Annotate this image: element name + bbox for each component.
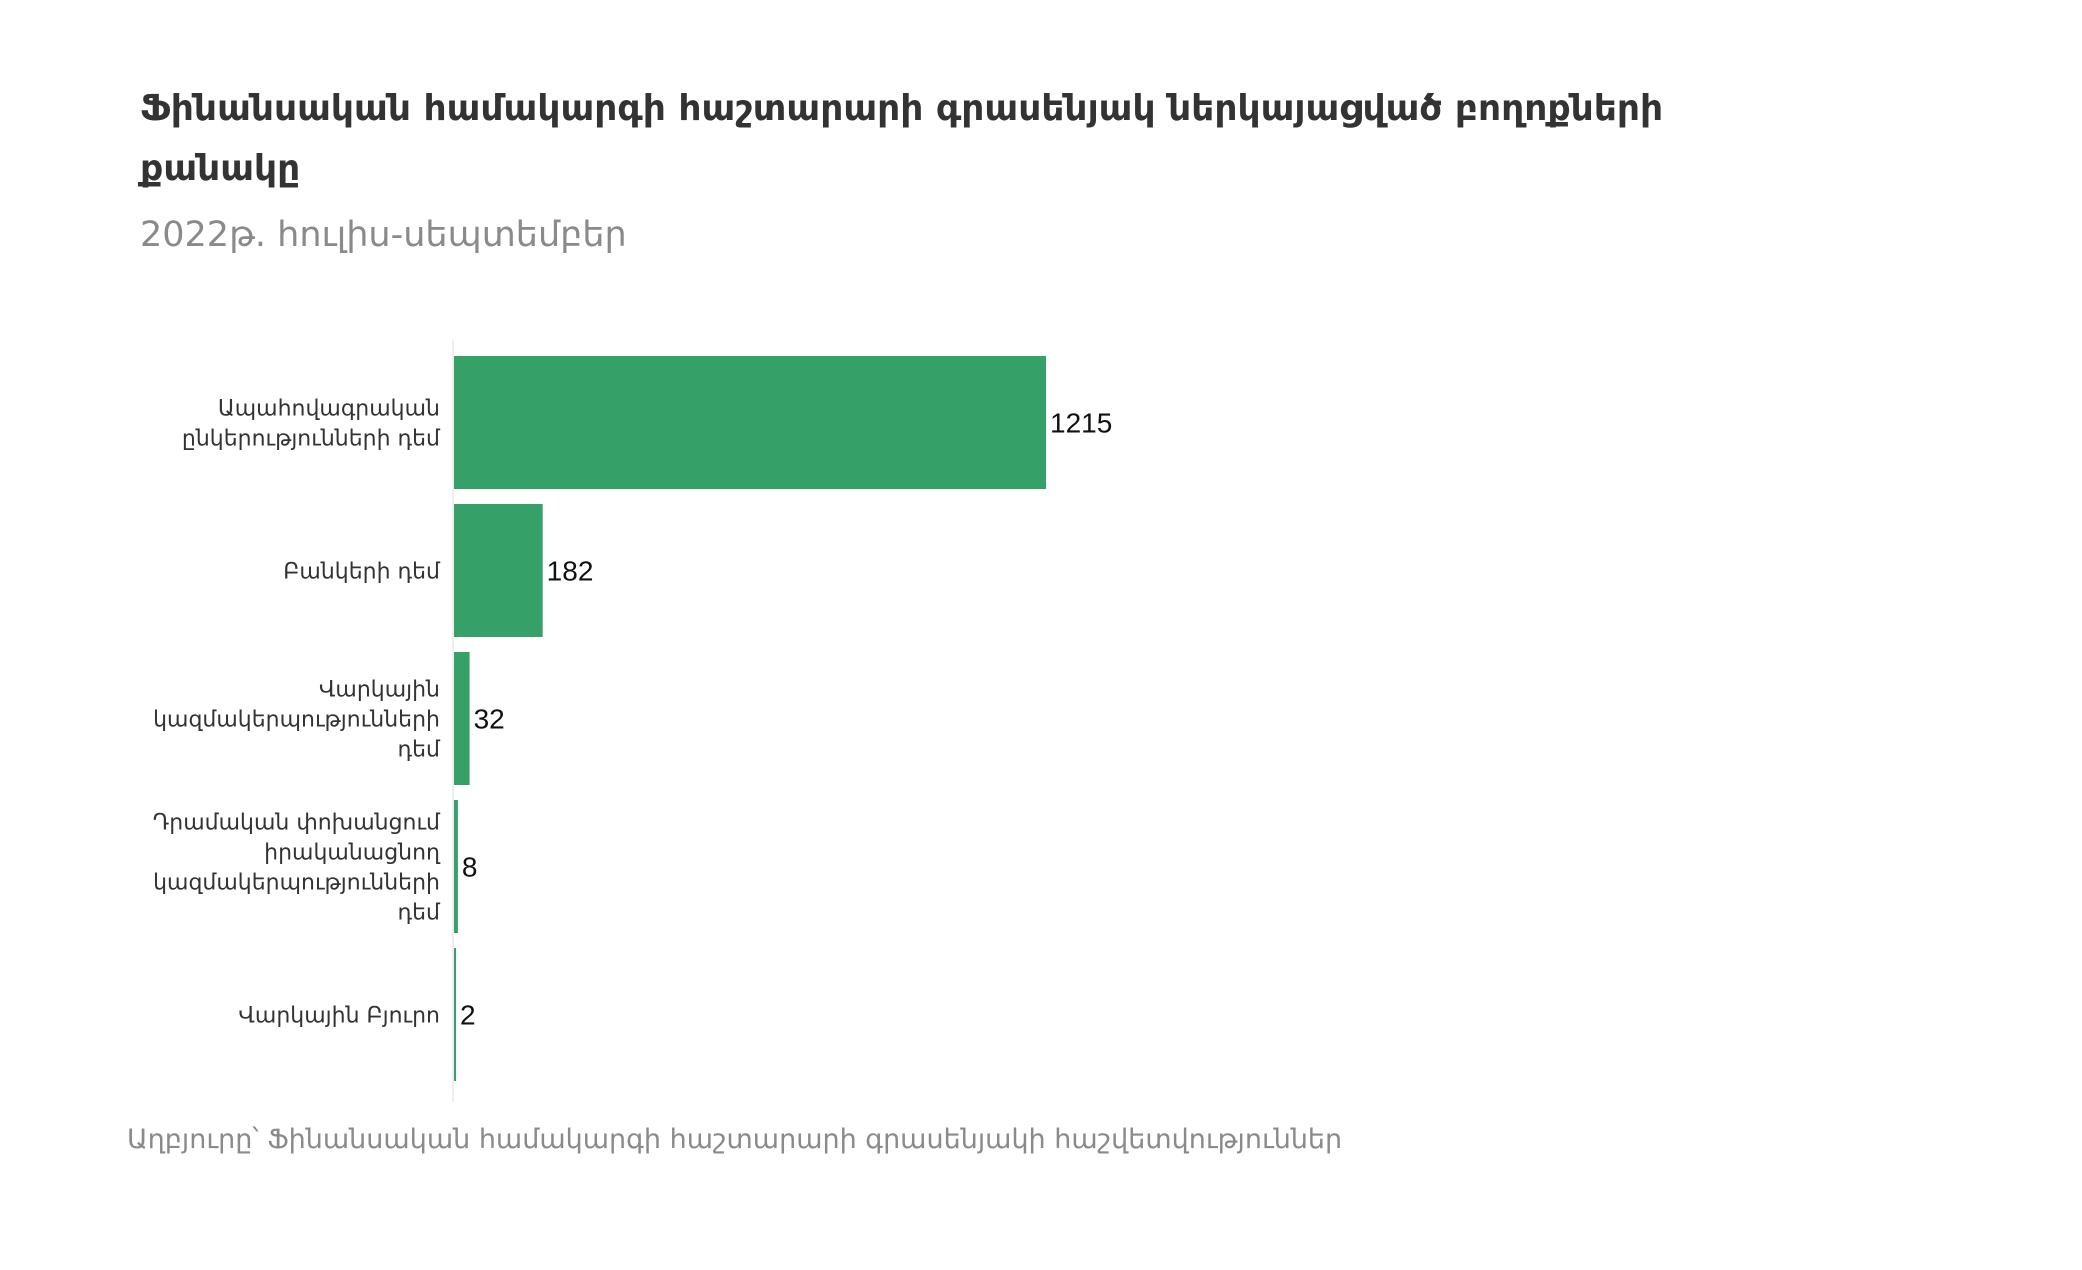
- value-label-5: 2: [460, 1000, 476, 1031]
- category-label-4-line-3: կազմակերպությունների: [153, 871, 440, 896]
- chart-subtitle: 2022թ. հուլիս-սեպտեմբեր: [140, 215, 627, 255]
- category-label-4-line-2: իրականացնող: [264, 841, 441, 866]
- value-label-4: 8: [462, 852, 478, 883]
- category-label-2-line-1: Բանկերի դեմ: [283, 560, 441, 585]
- bar-3: [454, 652, 470, 785]
- category-label-4-line-4: դեմ: [398, 901, 442, 926]
- category-label-1-line-1: Ապահովագրական: [218, 397, 440, 422]
- category-labels-group: Ապահովագրական ընկերությունների դեմ Բանկերի…: [153, 397, 441, 1029]
- category-label-3-line-3: դեմ: [398, 738, 442, 763]
- chart-title-line-2: քանակը: [137, 148, 300, 189]
- bar-5: [454, 948, 456, 1081]
- chart-source-note: Աղբյուրը՝ Ֆինանսական համակարգի հաշտարարի…: [127, 1124, 1342, 1155]
- category-label-3-line-1: Վարկային: [319, 678, 440, 703]
- category-label-5-line-1: Վարկային Բյուրո: [238, 1004, 440, 1029]
- bars-group: [454, 356, 1046, 1081]
- category-label-4-line-1: Դրամական փոխանցում: [153, 811, 441, 836]
- bar-2: [454, 504, 543, 637]
- bar-1: [454, 356, 1046, 489]
- value-label-1: 1215: [1050, 408, 1112, 439]
- value-labels-group: 1215 182 32 8 2: [460, 408, 1112, 1031]
- chart-title-line-1: Ֆինանսական համակարգի հաշտարարի գրասենյակ…: [140, 88, 1663, 129]
- value-label-3: 32: [474, 704, 505, 735]
- category-label-1-line-2: ընկերությունների դեմ: [182, 427, 441, 452]
- bar-4: [454, 800, 458, 933]
- value-label-2: 182: [547, 556, 594, 587]
- category-label-3-line-2: կազմակերպությունների: [153, 708, 440, 733]
